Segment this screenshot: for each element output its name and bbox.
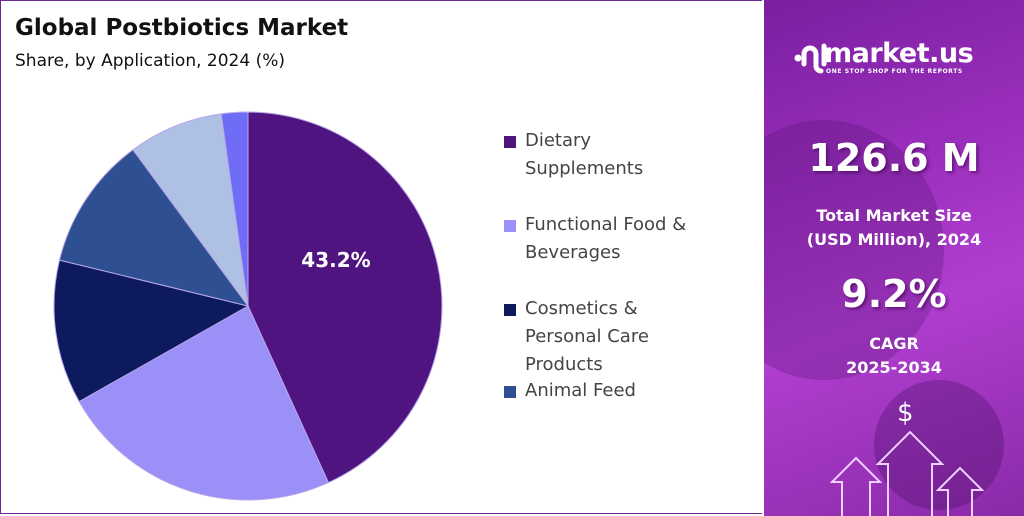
dollar-icon: $ xyxy=(897,398,914,428)
pie-slice-unlabeled-5 xyxy=(220,111,249,307)
market-size-value: 126.6 M xyxy=(808,136,980,180)
pie-slice-animal-feed xyxy=(58,149,250,307)
chart-subtitle: Share, by Application, 2024 (%) xyxy=(15,51,285,71)
market-size-label-2: (USD Million), 2024 xyxy=(806,230,982,249)
arrow-up-icon xyxy=(829,430,985,516)
pie-chart: 43.2% xyxy=(53,111,443,501)
legend-swatch xyxy=(504,136,516,148)
pie-slice-unlabeled-4 xyxy=(132,113,249,307)
pie-slice-dietary-supplements xyxy=(247,111,443,484)
legend-label: Cosmetics & Personal Care Products xyxy=(525,298,649,375)
chart-panel: Global Postbiotics Market Share, by Appl… xyxy=(0,0,762,514)
legend-label: Functional Food & Beverages xyxy=(525,214,687,263)
pie-slice-functional-food-beverages xyxy=(78,305,330,501)
cagr-value: 9.2% xyxy=(841,272,947,316)
cagr-label-2: 2025-2034 xyxy=(846,358,942,377)
summary-panel: market.us ONE STOP SHOP FOR THE REPORTS … xyxy=(764,0,1024,516)
data-label: 43.2% xyxy=(301,248,370,272)
legend-swatch xyxy=(504,304,516,316)
chart-title: Global Postbiotics Market xyxy=(15,15,349,41)
market-us-logo xyxy=(794,43,827,74)
legend-label: Animal Feed xyxy=(525,380,636,401)
brand-name: market.us xyxy=(824,38,974,69)
legend-swatch xyxy=(504,220,516,232)
pie-slice-cosmetics-personal-care-products xyxy=(53,259,250,403)
market-size-label-1: Total Market Size xyxy=(816,206,972,225)
cagr-label-1: CAGR xyxy=(869,334,919,353)
legend-label: Dietary Supplements xyxy=(525,130,644,179)
legend-swatch xyxy=(504,386,516,398)
brand-tagline: ONE STOP SHOP FOR THE REPORTS xyxy=(826,68,963,75)
